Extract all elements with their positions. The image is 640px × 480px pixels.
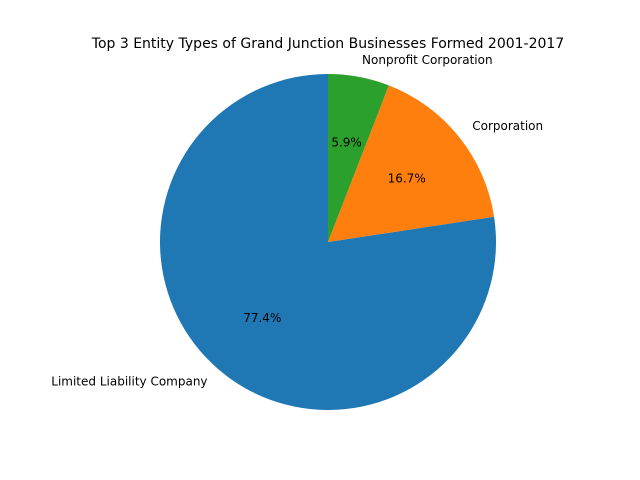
pie-slice-nonprofit-corporation [328, 74, 389, 242]
pie-slice-limited-liability-company [160, 74, 497, 410]
slice-percent-nonprofit-corporation: 5.9% [331, 135, 362, 149]
pie-slices [160, 74, 497, 410]
pie-slice-corporation [328, 85, 495, 243]
slice-label-limited-liability-company: Limited Liability Company [51, 375, 207, 389]
slice-label-nonprofit-corporation: Nonprofit Corporation [362, 53, 493, 67]
slice-percent-corporation: 16.7% [388, 171, 426, 185]
pie-labels: Limited Liability Company 77.4% Corporatio… [51, 53, 543, 389]
chart-title: Top 3 Entity Types of Grand Junction Bus… [91, 36, 564, 52]
slice-percent-limited-liability-company: 77.4% [243, 311, 281, 325]
slice-label-corporation: Corporation [472, 119, 543, 133]
